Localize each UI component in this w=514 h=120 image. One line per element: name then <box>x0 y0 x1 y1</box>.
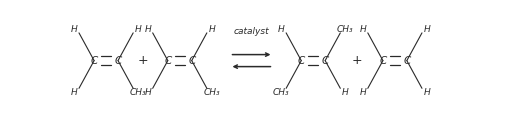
Text: C: C <box>115 56 122 66</box>
Text: CH₃: CH₃ <box>337 25 354 34</box>
Text: C: C <box>379 56 387 66</box>
Text: H: H <box>424 25 430 34</box>
Text: +: + <box>352 54 362 67</box>
Text: C: C <box>90 56 98 66</box>
Text: CH₃: CH₃ <box>204 87 220 96</box>
Text: C: C <box>298 56 305 66</box>
Text: C: C <box>188 56 195 66</box>
Text: H: H <box>71 25 78 34</box>
Text: CH₃: CH₃ <box>273 87 290 96</box>
Text: H: H <box>208 25 215 34</box>
Text: C: C <box>164 56 172 66</box>
Text: H: H <box>360 87 366 96</box>
Text: H: H <box>342 87 348 96</box>
Text: catalyst: catalyst <box>234 27 269 36</box>
Text: CH₃: CH₃ <box>130 87 146 96</box>
Text: C: C <box>322 56 329 66</box>
Text: H: H <box>278 25 285 34</box>
Text: +: + <box>138 54 149 67</box>
Text: H: H <box>71 87 78 96</box>
Text: H: H <box>360 25 366 34</box>
Text: H: H <box>424 87 430 96</box>
Text: H: H <box>135 25 141 34</box>
Text: H: H <box>144 25 151 34</box>
Text: H: H <box>144 87 151 96</box>
Text: C: C <box>403 56 411 66</box>
